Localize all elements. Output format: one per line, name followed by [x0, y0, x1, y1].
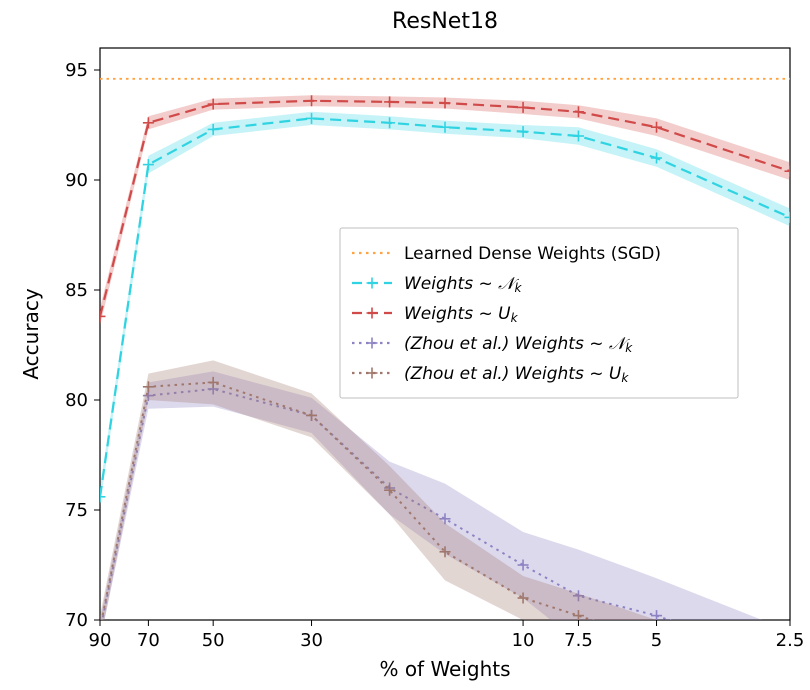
y-tick-label: 80: [65, 390, 88, 411]
x-tick-label: 7.5: [564, 630, 593, 651]
x-tick-label: 5: [651, 630, 662, 651]
legend-label: Weights ~ Uk: [404, 304, 519, 325]
y-tick-label: 70: [65, 610, 88, 631]
legend-label: (Zhou et al.) Weights ~ Uk: [404, 364, 629, 385]
y-tick-label: 95: [65, 60, 88, 81]
x-tick-label: 50: [202, 630, 225, 651]
y-axis-label: Accuracy: [19, 288, 43, 379]
chart-title: ResNet18: [392, 9, 498, 34]
x-tick-label: 70: [137, 630, 160, 651]
y-tick-label: 90: [65, 170, 88, 191]
x-tick-label: 2.5: [776, 630, 805, 651]
x-tick-label: 10: [512, 630, 535, 651]
y-tick-label: 75: [65, 500, 88, 521]
accuracy-chart: 90705030107.552.5707580859095% of Weight…: [0, 0, 810, 690]
y-tick-label: 85: [65, 280, 88, 301]
legend: Learned Dense Weights (SGD) Weights ~ 𝒩k W…: [340, 228, 738, 398]
legend-label: (Zhou et al.) Weights ~ 𝒩k: [404, 334, 633, 355]
x-tick-label: 90: [89, 630, 112, 651]
chart-container: 90705030107.552.5707580859095% of Weight…: [0, 0, 810, 690]
x-axis-label: % of Weights: [379, 657, 510, 681]
legend-label: Weights ~ 𝒩k: [404, 274, 522, 295]
x-tick-label: 30: [300, 630, 323, 651]
legend-label: Learned Dense Weights (SGD): [404, 244, 661, 264]
